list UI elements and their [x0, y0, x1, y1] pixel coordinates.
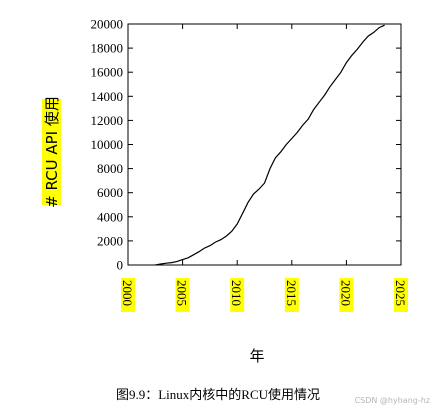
y-tick-label: 16000 [91, 65, 124, 80]
y-axis-title-group: # RCU API 使用 [42, 96, 61, 208]
x-tick-label: 2015 [284, 280, 299, 306]
y-tick-label: 4000 [97, 209, 123, 224]
x-tick-label: 2005 [175, 280, 190, 306]
x-tick-label-highlight [175, 278, 190, 312]
y-axis-title-highlight [42, 99, 61, 205]
y-tick-label: 14000 [91, 89, 124, 104]
y-tick-label: 8000 [97, 161, 123, 176]
y-tick-label: 0 [117, 258, 124, 273]
figure-caption: 图9.9：Linux内核中的RCU使用情况 [115, 387, 321, 402]
x-tick-label-highlight [394, 278, 408, 312]
chart: 0 2000 4000 6000 8000 10000 12000 14000 16000 180… [42, 17, 408, 365]
watermark: CSDN @hyhang-hz [354, 396, 430, 405]
x-tick-label-highlight [121, 278, 135, 312]
x-axis-title: 年 [249, 347, 264, 365]
series-line [155, 24, 385, 266]
x-tick-label-highlight [284, 278, 299, 312]
x-tick-label-highlight [339, 278, 354, 312]
x-tick-label: 2010 [229, 280, 244, 306]
y-tick-label: 2000 [97, 233, 123, 248]
x-tick-label: 2025 [393, 280, 408, 306]
x-tick-label: 2000 [120, 280, 135, 306]
y-axis-ticks: 0 2000 4000 6000 8000 10000 12000 14000 16000 180… [91, 17, 401, 273]
y-tick-label: 20000 [91, 17, 124, 32]
x-tick-label: 2020 [338, 280, 353, 306]
x-tick-label-highlight [230, 278, 245, 312]
y-tick-label: 10000 [91, 137, 124, 152]
y-tick-label: 6000 [97, 185, 123, 200]
x-axis-ticks: 2000 2005 2010 2015 2020 2025 [120, 24, 408, 312]
y-axis-title: # RCU API 使用 [43, 96, 61, 208]
y-tick-label: 12000 [91, 113, 124, 128]
plot-frame [127, 23, 402, 266]
y-tick-label: 18000 [91, 41, 124, 56]
